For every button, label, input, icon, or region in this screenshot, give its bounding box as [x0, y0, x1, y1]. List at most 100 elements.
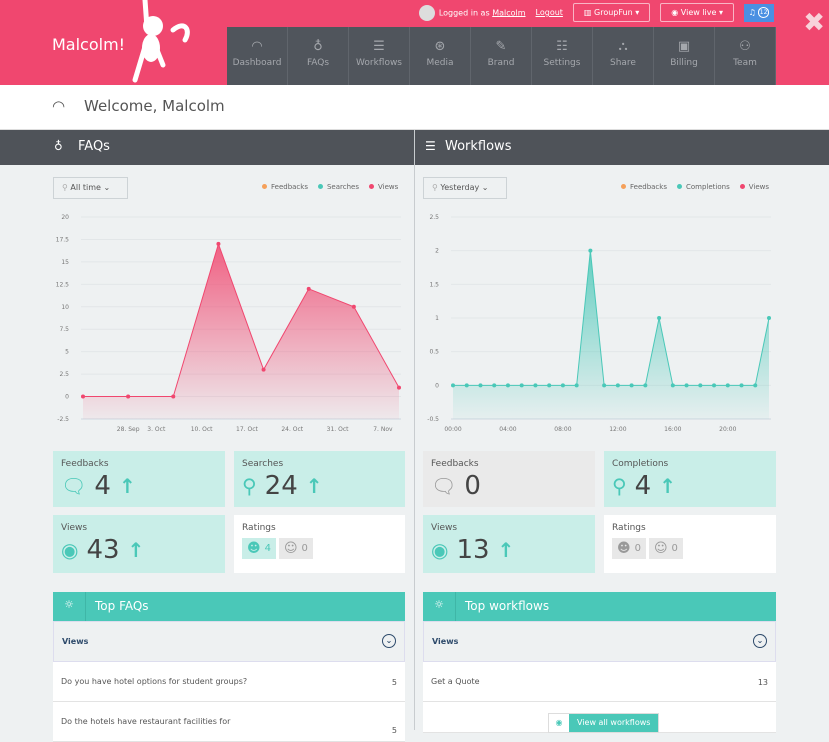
eye-icon: ◉: [61, 538, 79, 562]
gauge-icon: ◠: [251, 39, 263, 54]
x-tick-label: 17. Oct: [236, 426, 258, 433]
account-dropdown[interactable]: ▥ GroupFun ▾: [572, 3, 651, 22]
data-point[interactable]: [684, 383, 689, 388]
data-point[interactable]: [629, 383, 634, 388]
y-tick-label: 0: [435, 382, 439, 389]
nav-workflows[interactable]: ☰ Workflows: [349, 27, 410, 85]
x-tick-label: 3. Oct: [147, 426, 166, 433]
data-point[interactable]: [588, 248, 593, 253]
data-point[interactable]: [492, 383, 497, 388]
rating-happy[interactable]: ☻ 0: [612, 538, 646, 559]
data-point[interactable]: [351, 304, 356, 309]
nav-media[interactable]: ⊛ Media: [410, 27, 471, 85]
data-point[interactable]: [560, 383, 565, 388]
rating-happy[interactable]: ☻ 4: [242, 538, 276, 559]
data-point[interactable]: [451, 383, 455, 388]
list-item[interactable]: Get a Quote 13: [423, 662, 776, 702]
data-point[interactable]: [533, 383, 538, 388]
faqs-views-card[interactable]: Views ◉ 43 ↑: [53, 515, 225, 573]
data-point[interactable]: [643, 383, 648, 388]
data-point[interactable]: [712, 383, 717, 388]
workflows-feedbacks-card[interactable]: Feedbacks 🗨 0: [423, 451, 595, 507]
data-point[interactable]: [126, 394, 131, 399]
nav-share[interactable]: ⛬ Share: [593, 27, 654, 85]
data-point[interactable]: [670, 383, 675, 388]
data-point[interactable]: [767, 316, 771, 320]
chevron-down-icon[interactable]: ⌄: [382, 634, 396, 648]
logout-link[interactable]: Logout: [535, 8, 563, 17]
data-point[interactable]: [478, 383, 483, 388]
data-point[interactable]: [574, 383, 579, 388]
faqs-time-filter[interactable]: ⚲ All time ⌄: [53, 177, 128, 199]
search-icon: ⚲: [62, 183, 71, 192]
list-item[interactable]: Do the hotels have restaurant facilities…: [53, 702, 405, 742]
view-live-dropdown[interactable]: ◉ View live ▾: [660, 3, 734, 22]
data-point[interactable]: [306, 286, 311, 291]
gauge-icon: ◠: [52, 97, 66, 115]
legend-feedbacks[interactable]: Feedbacks: [621, 183, 667, 191]
workflows-completions-card[interactable]: Completions ⚲ 4 ↑: [604, 451, 776, 507]
data-point[interactable]: [725, 383, 730, 388]
data-point[interactable]: [261, 367, 266, 372]
data-point[interactable]: [397, 385, 401, 390]
x-tick-label: 08:00: [554, 426, 571, 433]
team-icon: ⚇: [739, 39, 751, 54]
notifications-button[interactable]: ♫ 12: [744, 3, 774, 22]
data-point[interactable]: [602, 383, 607, 388]
faqs-searches-card[interactable]: Searches ⚲ 24 ↑: [234, 451, 405, 507]
top-workflows-sort[interactable]: Views ⌄: [423, 621, 776, 662]
view-all-workflows-button[interactable]: ◉ View all workflows: [548, 713, 660, 733]
data-point[interactable]: [81, 394, 85, 399]
x-tick-label: 20:00: [719, 426, 736, 433]
legend-feedbacks[interactable]: Feedbacks: [262, 183, 308, 191]
data-point[interactable]: [753, 383, 758, 388]
chevron-down-icon[interactable]: ⌄: [753, 634, 767, 648]
series-line: [83, 242, 400, 398]
nav-team[interactable]: ⚇ Team: [715, 27, 776, 85]
lightbulb-icon: ♁: [313, 39, 323, 54]
workflows-time-filter[interactable]: ⚲ Yesterday ⌄: [423, 177, 507, 199]
y-tick-label: 0: [65, 394, 69, 401]
data-point[interactable]: [657, 316, 662, 320]
eye-icon: ◉: [431, 538, 449, 562]
nav-dashboard[interactable]: ◠ Dashboard: [227, 27, 288, 85]
faqs-section-header: ♁ FAQs: [0, 130, 414, 165]
happy-face-icon: ☻: [617, 541, 631, 556]
nav-faqs[interactable]: ♁ FAQs: [288, 27, 349, 85]
arrow-up-icon: ↑: [127, 538, 145, 562]
faqs-feedbacks-card[interactable]: Feedbacks 🗨 4 ↑: [53, 451, 225, 507]
page-title: Welcome, Malcolm: [84, 97, 225, 115]
y-tick-label: -2.5: [57, 416, 69, 423]
data-point[interactable]: [464, 383, 469, 388]
legend-views[interactable]: Views: [369, 183, 398, 191]
y-tick-label: 7.5: [59, 326, 69, 333]
workflows-views-card[interactable]: Views ◉ 13 ↑: [423, 515, 595, 573]
user-link[interactable]: Malcolm: [492, 8, 526, 17]
data-point[interactable]: [698, 383, 703, 388]
legend-searches[interactable]: Searches: [317, 183, 359, 191]
user-info: Logged in as Malcolm: [418, 4, 526, 21]
data-point[interactable]: [519, 383, 524, 388]
nav-brand[interactable]: ✎ Brand: [471, 27, 532, 85]
y-tick-label: 1: [435, 315, 439, 322]
top-faqs-sort[interactable]: Views ⌄: [53, 621, 405, 662]
rating-neutral[interactable]: ☺ 0: [278, 538, 313, 559]
data-point[interactable]: [615, 383, 620, 388]
nav-settings[interactable]: ☷ Settings: [532, 27, 593, 85]
share-icon: ⛬: [618, 39, 628, 54]
y-tick-label: 20: [61, 214, 69, 221]
nav-billing[interactable]: ▣ Billing: [654, 27, 715, 85]
rating-neutral[interactable]: ☺ 0: [648, 538, 683, 559]
data-point[interactable]: [216, 241, 221, 246]
data-point[interactable]: [547, 383, 552, 388]
legend-completions[interactable]: Completions: [676, 183, 730, 191]
chat-icon: 🗨: [431, 474, 457, 498]
legend-views[interactable]: Views: [739, 183, 769, 191]
close-icon[interactable]: ✖: [803, 8, 825, 38]
series-line: [453, 250, 770, 386]
y-tick-label: 0.5: [429, 349, 439, 356]
data-point[interactable]: [739, 383, 744, 388]
list-item[interactable]: Do you have hotel options for student gr…: [53, 662, 405, 702]
data-point[interactable]: [505, 383, 510, 388]
data-point[interactable]: [171, 394, 176, 399]
